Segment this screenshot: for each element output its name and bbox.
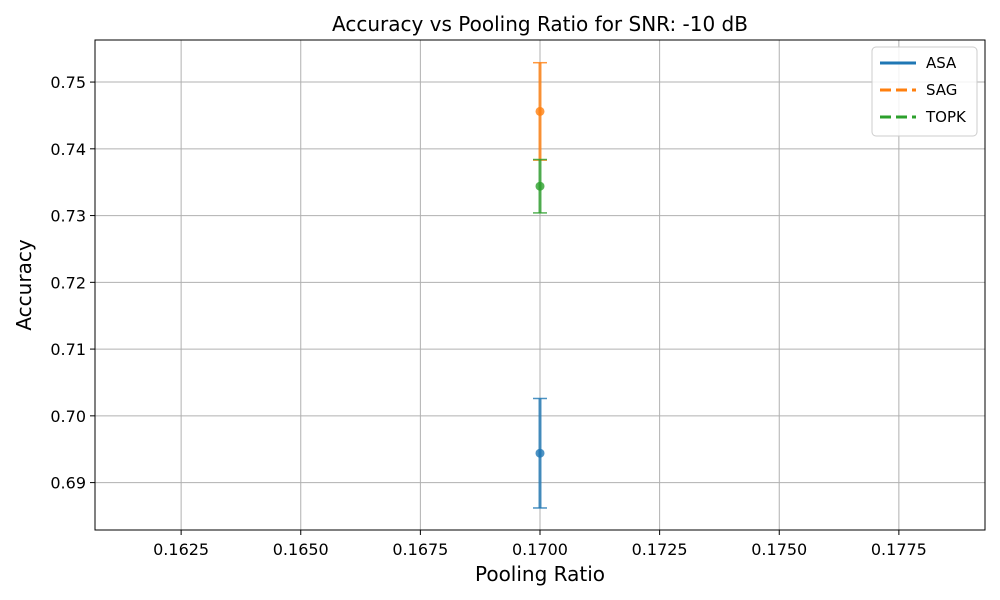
y-tick-label: 0.72 bbox=[50, 273, 86, 292]
y-axis-label: Accuracy bbox=[12, 239, 36, 330]
y-tick-label: 0.70 bbox=[50, 407, 86, 426]
legend: ASA SAG TOPK bbox=[871, 46, 978, 137]
plot-frame bbox=[94, 39, 986, 531]
chart-title: Accuracy vs Pooling Ratio for SNR: -10 d… bbox=[332, 12, 748, 36]
legend-topk-label: TOPK bbox=[925, 108, 967, 126]
y-tick-label: 0.75 bbox=[50, 73, 86, 92]
y-tick-label: 0.74 bbox=[50, 140, 86, 159]
topk-point bbox=[535, 181, 545, 191]
x-tick-label: 0.1775 bbox=[871, 540, 927, 559]
y-tick-label: 0.69 bbox=[50, 474, 86, 493]
x-tick-label: 0.1750 bbox=[751, 540, 807, 559]
legend-asa-label: ASA bbox=[926, 54, 957, 72]
series-layer bbox=[533, 61, 547, 509]
x-axis-label: Pooling Ratio bbox=[475, 562, 605, 586]
y-tick-label: 0.71 bbox=[50, 340, 86, 359]
x-axis-ticks: 0.1625 0.1650 0.1675 0.1700 0.1725 0.1750 0.17… bbox=[153, 530, 927, 559]
legend-sag-label: SAG bbox=[926, 81, 957, 99]
x-tick-label: 0.1650 bbox=[273, 540, 329, 559]
y-axis-ticks: 0.69 0.70 0.71 0.72 0.73 0.74 0.75 bbox=[50, 73, 95, 493]
y-tick-label: 0.73 bbox=[50, 207, 86, 226]
x-tick-label: 0.1625 bbox=[153, 540, 209, 559]
sag-point bbox=[535, 106, 545, 116]
x-tick-label: 0.1725 bbox=[632, 540, 688, 559]
x-tick-label: 0.1675 bbox=[392, 540, 448, 559]
asa-point bbox=[535, 448, 545, 458]
x-tick-label: 0.1700 bbox=[512, 540, 568, 559]
legend-box bbox=[871, 46, 978, 137]
